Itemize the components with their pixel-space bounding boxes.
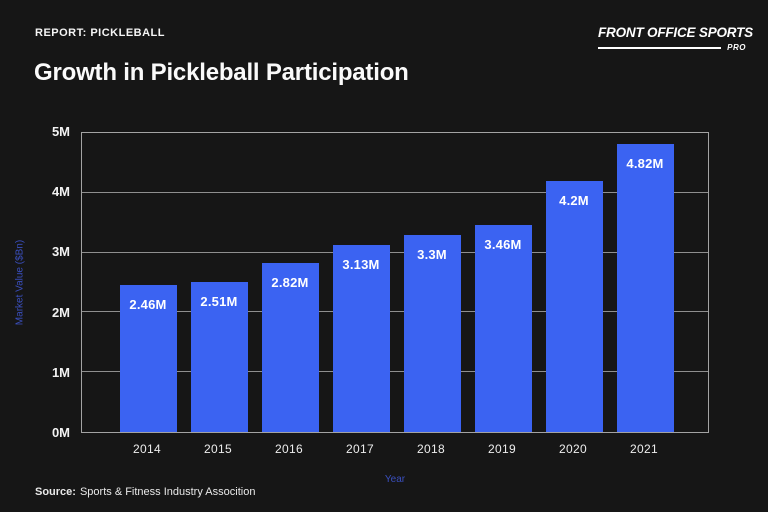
brand-underline-row: PRO bbox=[598, 43, 746, 52]
report-kicker: REPORT: PICKLEBALL bbox=[35, 27, 165, 39]
bar-value-label: 3.46M bbox=[484, 237, 522, 253]
bar-value-label: 3.13M bbox=[342, 256, 380, 272]
bar-value-label: 2.82M bbox=[271, 275, 309, 291]
gridline bbox=[82, 191, 708, 193]
x-tick-label: 2017 bbox=[346, 442, 374, 456]
page-title: Growth in Pickleball Participation bbox=[34, 59, 409, 86]
x-tick-label: 2014 bbox=[133, 442, 161, 456]
x-tick-label: 2018 bbox=[417, 442, 445, 456]
x-axis-title: Year bbox=[384, 474, 406, 485]
brand-underline bbox=[598, 46, 722, 49]
bar-value-label: 4.82M bbox=[626, 155, 664, 171]
bar-2014: 2.46M bbox=[119, 284, 177, 432]
y-tick-label: 1M bbox=[51, 364, 70, 380]
gridline bbox=[82, 371, 708, 373]
source-note: Source: Sports & Fitness Industry Associt… bbox=[35, 486, 255, 498]
x-axis-ticks: 2014 2015 2016 2017 2018 2019 2020 2021 bbox=[81, 442, 709, 458]
bar-value-label: 4.2M bbox=[559, 192, 589, 208]
y-tick-label: 0M bbox=[51, 425, 70, 440]
source-label: Source: bbox=[35, 486, 76, 498]
brand-name: FRONT OFFICE SPORTS bbox=[598, 25, 753, 40]
x-tick-label: 2016 bbox=[275, 442, 303, 456]
y-tick-label: 5M bbox=[51, 124, 70, 139]
bar-2016: 2.82M bbox=[261, 263, 319, 432]
bar-2021: 4.82M bbox=[616, 143, 674, 432]
bar-2015: 2.51M bbox=[190, 281, 248, 432]
y-tick-label: 3M bbox=[51, 244, 70, 260]
x-tick-label: 2019 bbox=[488, 442, 516, 456]
bar-2020: 4.2M bbox=[545, 180, 603, 432]
bar-2017: 3.13M bbox=[332, 244, 390, 432]
brand-logo: FRONT OFFICE SPORTS PRO bbox=[598, 25, 753, 52]
x-tick-label: 2021 bbox=[630, 442, 658, 456]
brand-pro-label: PRO bbox=[727, 43, 746, 52]
y-axis-ticks: 0M 1M 2M 3M 4M 5M bbox=[0, 125, 70, 440]
bar-value-label: 2.46M bbox=[129, 296, 167, 312]
plot-area: 2.46M 2.51M 2.82M 3.13M 3.3M 3.46M 4.2M 4.82M bbox=[81, 132, 709, 433]
bar-value-label: 3.3M bbox=[417, 246, 447, 262]
bar-2018: 3.3M bbox=[403, 234, 461, 432]
source-text: Sports & Fitness Industry Assocition bbox=[79, 486, 256, 498]
bar-value-label: 2.51M bbox=[200, 293, 238, 309]
y-tick-label: 2M bbox=[51, 304, 70, 320]
gridline bbox=[82, 311, 708, 313]
y-tick-label: 4M bbox=[51, 184, 70, 200]
x-tick-label: 2020 bbox=[559, 442, 587, 456]
x-tick-label: 2015 bbox=[204, 442, 232, 456]
bar-2019: 3.46M bbox=[474, 225, 532, 432]
gridline bbox=[82, 251, 708, 253]
